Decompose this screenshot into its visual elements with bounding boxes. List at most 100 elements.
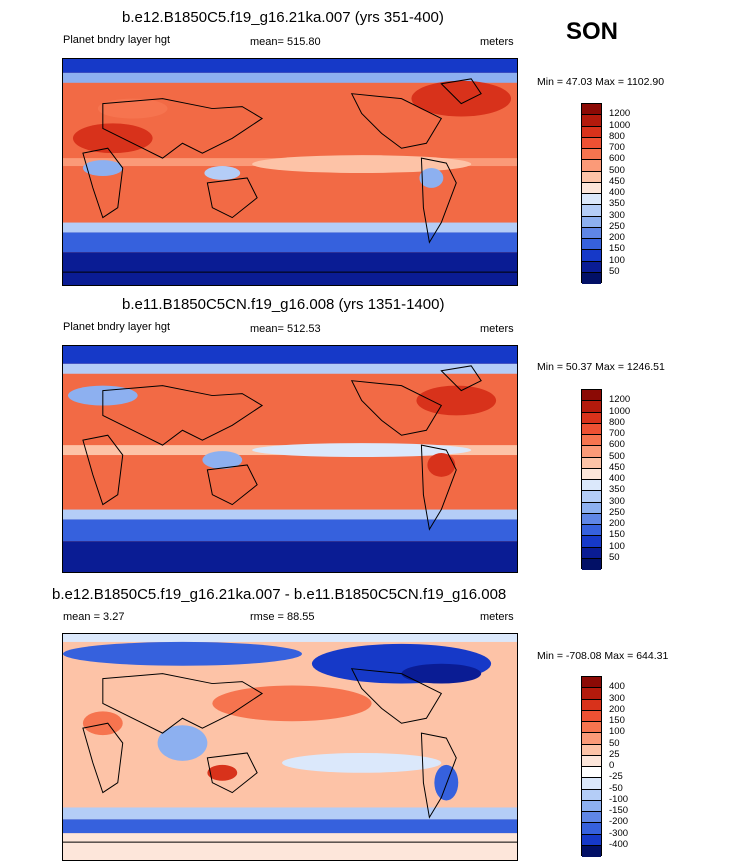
colorbar-tick-label: 800 xyxy=(609,130,625,142)
colorbar-tick-label: 50 xyxy=(609,737,620,749)
panel-title: b.e12.B1850C5.f19_g16.21ka.007 - b.e11.B… xyxy=(52,586,507,603)
variable-label: Planet bndry layer hgt xyxy=(63,34,171,46)
colorbar-tick-label: 50 xyxy=(609,551,620,563)
colorbar-tick-label: 25 xyxy=(609,748,620,760)
colorbar-tick-label: 150 xyxy=(609,529,625,541)
colorbar-tick-label: 250 xyxy=(609,506,625,518)
colorbar-swatch xyxy=(582,688,601,700)
colorbar-swatch xyxy=(582,205,601,217)
colorbar-swatch xyxy=(582,536,601,548)
world-map xyxy=(62,58,518,286)
colorbar-tick-label: 400 xyxy=(609,187,625,198)
colorbar-swatch xyxy=(582,491,601,503)
colorbar-tick-label: 200 xyxy=(609,232,625,243)
colorbar-tick-label: 150 xyxy=(609,715,625,726)
colorbar-swatch xyxy=(582,261,601,273)
colorbar-tick-label: 1200 xyxy=(609,394,631,406)
colorbar-tick-label: 700 xyxy=(609,428,625,439)
colorbar-swatch xyxy=(582,480,601,492)
colorbar-swatch xyxy=(582,502,601,514)
rmse-label: rmse = 88.55 xyxy=(250,611,315,623)
panel-title: b.e12.B1850C5.f19_g16.21ka.007 (yrs 351-… xyxy=(122,9,444,26)
colorbar-swatch xyxy=(582,160,601,172)
colorbar-swatch xyxy=(582,115,601,127)
colorbar-swatch xyxy=(582,435,601,447)
colorbar-swatch xyxy=(582,104,601,116)
colorbar-swatch xyxy=(582,823,601,835)
colorbar-tick-label: 50 xyxy=(609,265,620,277)
colorbar-swatch xyxy=(582,126,601,138)
colorbar-tick-label: 500 xyxy=(609,450,625,462)
colorbar-tick-label: 600 xyxy=(609,439,625,451)
units-label: meters xyxy=(480,323,514,335)
colorbar-tick-label: 250 xyxy=(609,220,625,232)
min-max-label: Min = -708.08 Max = 644.31 xyxy=(537,650,669,662)
world-map xyxy=(62,633,518,861)
colorbar-swatch xyxy=(582,677,601,689)
colorbar-swatch xyxy=(582,778,601,790)
colorbar-swatch xyxy=(582,194,601,206)
colorbar-swatch xyxy=(582,216,601,228)
colorbar-tick-label: 400 xyxy=(609,473,625,484)
colorbar-tick-label: 300 xyxy=(609,692,625,704)
colorbar-swatch xyxy=(582,390,601,402)
colorbar-swatch xyxy=(582,401,601,413)
colorbar-tick-label: 1200 xyxy=(609,108,631,120)
variable-label: Planet bndry layer hgt xyxy=(63,321,171,333)
colorbar-swatch xyxy=(582,250,601,262)
units-label: meters xyxy=(480,36,514,48)
colorbar-swatch xyxy=(582,710,601,722)
colorbar-swatch xyxy=(582,755,601,767)
colorbar-swatch xyxy=(582,547,601,559)
colorbar-swatch xyxy=(582,767,601,779)
colorbar-swatch xyxy=(582,722,601,734)
colorbar-tick-label: 800 xyxy=(609,416,625,428)
colorbar-tick-label: -400 xyxy=(609,838,629,850)
map-image xyxy=(63,634,517,860)
colorbar-tick-label: 200 xyxy=(609,518,625,529)
colorbar-swatch xyxy=(582,744,601,756)
units-label: meters xyxy=(480,611,514,623)
colorbar-swatch xyxy=(582,171,601,183)
colorbar-tick-label: -300 xyxy=(609,827,629,839)
colorbar-swatch xyxy=(582,834,601,846)
map-image xyxy=(63,59,517,285)
colorbar xyxy=(581,389,602,570)
colorbar xyxy=(581,103,602,284)
world-map xyxy=(62,345,518,573)
colorbar-swatch xyxy=(582,800,601,812)
panel-title: b.e11.B1850C5CN.f19_g16.008 (yrs 1351-14… xyxy=(122,296,445,313)
colorbar-tick-label: 100 xyxy=(609,726,625,738)
colorbar-tick-label: -150 xyxy=(609,805,629,816)
colorbar-tick-label: 500 xyxy=(609,164,625,176)
colorbar-tick-label: -25 xyxy=(609,771,623,783)
colorbar-swatch xyxy=(582,558,601,570)
colorbar-swatch xyxy=(582,789,601,801)
colorbar-tick-label: 100 xyxy=(609,254,625,266)
colorbar-tick-label: 600 xyxy=(609,153,625,165)
colorbar-tick-label: 200 xyxy=(609,703,625,715)
colorbar-swatch xyxy=(582,137,601,149)
colorbar-tick-label: 1000 xyxy=(609,405,631,417)
colorbar-tick-label: -50 xyxy=(609,782,623,794)
colorbar-swatch xyxy=(582,845,601,857)
colorbar-swatch xyxy=(582,239,601,251)
mean-label: mean= 515.80 xyxy=(250,36,321,48)
colorbar-tick-label: 450 xyxy=(609,461,625,473)
mean-label: mean= 512.53 xyxy=(250,323,321,335)
colorbar-tick-label: 300 xyxy=(609,495,625,507)
colorbar-tick-label: -100 xyxy=(609,793,629,805)
colorbar-swatch xyxy=(582,699,601,711)
colorbar xyxy=(581,676,602,857)
mean-label: mean = 3.27 xyxy=(63,611,125,623)
colorbar-tick-label: 150 xyxy=(609,243,625,255)
colorbar-tick-label: 400 xyxy=(609,681,625,693)
min-max-label: Min = 47.03 Max = 1102.90 xyxy=(537,76,665,88)
colorbar-swatch xyxy=(582,272,601,284)
colorbar-swatch xyxy=(582,513,601,525)
colorbar-tick-label: -200 xyxy=(609,816,629,828)
colorbar-tick-label: 450 xyxy=(609,175,625,187)
min-max-label: Min = 50.37 Max = 1246.51 xyxy=(537,361,665,373)
colorbar-swatch xyxy=(582,423,601,435)
colorbar-swatch xyxy=(582,412,601,424)
